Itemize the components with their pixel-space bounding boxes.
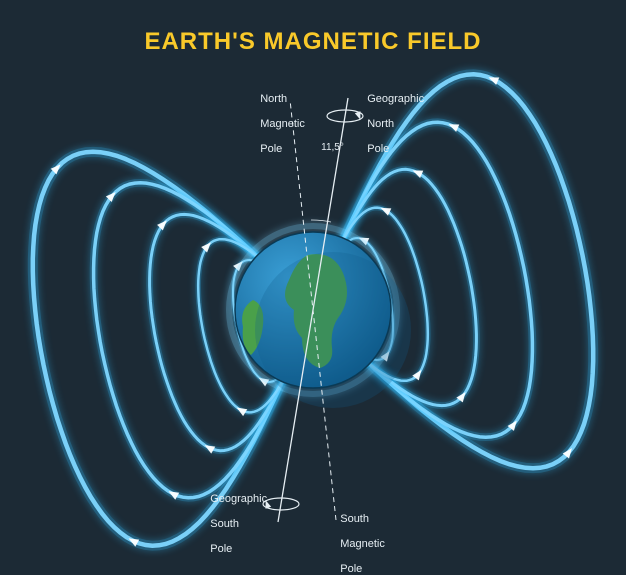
title-text: EARTH'S MAGNETIC FIELD <box>144 28 481 55</box>
label-line: Magnetic <box>340 538 385 550</box>
label-line: Pole <box>340 563 362 575</box>
angle-label: 11,5° <box>310 130 344 165</box>
label-geo-south: Geographic South Pole <box>198 480 267 568</box>
angle-value: 11,5° <box>321 142 344 153</box>
label-line: South <box>340 513 369 525</box>
label-north-magnetic: North Magnetic Pole <box>248 80 305 168</box>
diagram-svg <box>0 0 626 575</box>
label-line: South <box>210 518 239 530</box>
page-title: EARTH'S MAGNETIC FIELD <box>0 28 626 56</box>
label-line: North <box>367 118 394 130</box>
diagram-stage: EARTH'S MAGNETIC FIELD North Magnetic Po… <box>0 0 626 575</box>
label-line: Geographic <box>210 493 267 505</box>
label-line: Geographic <box>367 93 424 105</box>
label-line: Pole <box>367 143 389 155</box>
label-south-magnetic: South Magnetic Pole <box>328 500 385 575</box>
label-line: Magnetic <box>260 118 305 130</box>
label-line: North <box>260 93 287 105</box>
label-line: Pole <box>260 143 282 155</box>
label-line: Pole <box>210 543 232 555</box>
label-geo-north: Geographic North Pole <box>355 80 424 168</box>
